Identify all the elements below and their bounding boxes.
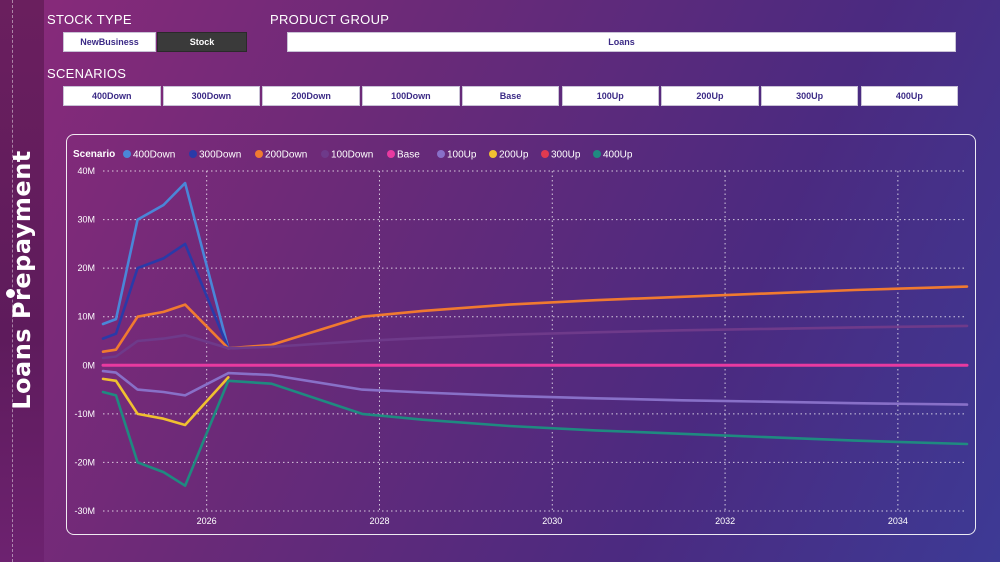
stock-type-label: STOCK TYPE [47,12,132,27]
scenario-300down-button[interactable]: 300Down [162,86,261,106]
y-tick-label: -10M [74,409,95,419]
stock-type-stock-button[interactable]: Stock [157,32,247,52]
series-line-200up [101,376,230,427]
y-tick-label: 20M [77,263,95,273]
left-band-divider [12,0,13,562]
product-group-label: PRODUCT GROUP [270,12,390,27]
y-tick-label: 0M [82,360,95,370]
legend-entry-200down: 200Down [265,150,307,161]
x-tick-label: 2032 [715,516,735,526]
legend-entry-400up: 400Up [603,150,633,161]
y-tick-label: -20M [74,457,95,467]
product-group-loans-button[interactable]: Loans [287,32,956,52]
legend-marker-300down [189,150,197,158]
series-line-200down [101,285,969,353]
scenario-300up-button[interactable]: 300Up [760,86,859,106]
page-title: Loans Prepayment [8,150,36,410]
legend-entry-200up: 200Up [499,150,529,161]
x-tick-label: 2030 [542,516,562,526]
legend-marker-100up [437,150,445,158]
legend-marker-200up [489,150,497,158]
left-title-band [0,0,44,562]
legend-entry-100down: 100Down [331,150,373,161]
legend-entry-400down: 400Down [133,150,175,161]
y-tick-label: 40M [77,166,95,176]
scenario-200down-button[interactable]: 200Down [262,86,360,106]
y-tick-label: -30M [74,506,95,516]
legend-marker-200down [255,150,263,158]
legend-title: Scenario [73,149,115,160]
line-chart: 40M 30M 20M 10M 0M -10M -20M -30M 2026 2028 2030 20… [73,149,969,526]
y-tick-label: 30M [77,215,95,225]
scenario-base-button[interactable]: Base [461,86,560,106]
scenario-400down-button[interactable]: 400Down [63,86,161,106]
scenario-400up-button[interactable]: 400Up [860,86,959,106]
chart-panel: 40M 30M 20M 10M 0M -10M -20M -30M 2026 2028 2030 20… [66,134,976,535]
legend-entry-300up: 300Up [551,150,581,161]
scenario-200up-button[interactable]: 200Up [661,86,759,106]
legend-entry-300down: 300Down [199,150,241,161]
x-tick-label: 2026 [197,516,217,526]
series-line-400down [101,181,269,350]
legend-marker-400up [593,150,601,158]
scenarios-label: SCENARIOS [47,66,127,81]
series-line-400up [101,379,969,487]
series-line-100up [101,369,969,406]
legend-marker-300up [541,150,549,158]
series-line-100down [101,324,969,360]
title-indicator-dot [4,287,17,300]
stock-type-newbusiness-button[interactable]: NewBusiness [63,32,156,52]
x-tick-label: 2028 [369,516,389,526]
y-tick-label: 10M [77,312,95,322]
legend-marker-base [387,150,395,158]
scenario-100down-button[interactable]: 100Down [362,86,460,106]
legend-entry-base: Base [397,150,420,161]
x-tick-label: 2034 [888,516,908,526]
legend-marker-100down [321,150,329,158]
scenario-100up-button[interactable]: 100Up [561,86,659,106]
legend-entry-100up: 100Up [447,150,477,161]
legend-marker-400down [123,150,131,158]
